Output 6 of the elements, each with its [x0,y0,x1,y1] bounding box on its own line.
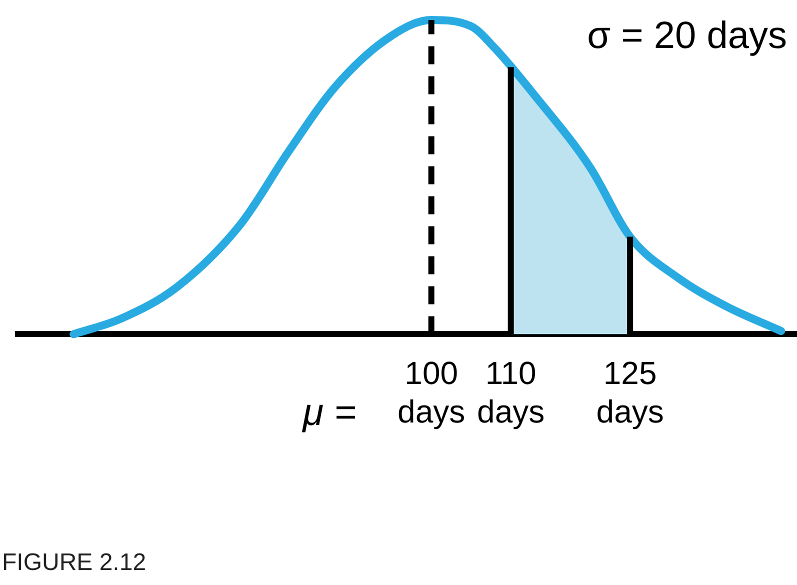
x-tick-label: 100 days [398,355,466,430]
annotation: σ = 20 days [587,15,787,57]
caption: FIGURE 2.12 [2,549,146,576]
x-tick-label: 125 days [596,355,664,430]
text: μ = [302,392,356,434]
x-tick-label: 110 days [477,355,545,430]
